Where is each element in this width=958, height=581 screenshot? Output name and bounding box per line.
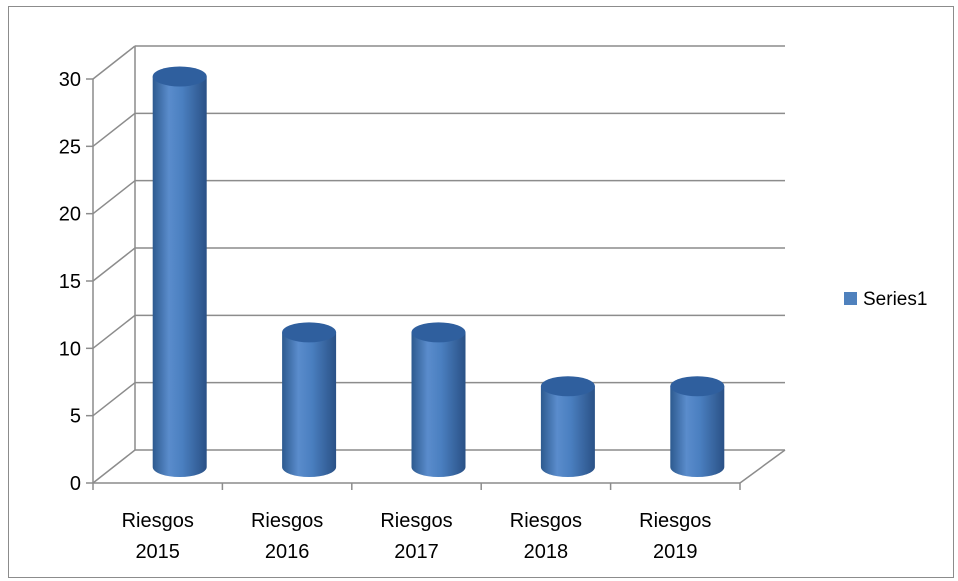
bar-cylinder bbox=[152, 66, 207, 477]
x-category-label-line: Riesgos bbox=[510, 510, 582, 532]
x-category-label-line: Riesgos bbox=[639, 510, 711, 532]
bar-cylinder bbox=[540, 376, 595, 477]
x-category-label-line: 2018 bbox=[524, 541, 569, 563]
x-category-label-line: 2017 bbox=[394, 541, 439, 563]
x-category-label-line: 2016 bbox=[265, 541, 310, 563]
x-category-label: Riesgos 2016 bbox=[251, 510, 323, 563]
bars bbox=[152, 66, 725, 477]
bar-top-cap bbox=[411, 322, 466, 343]
gridline-side bbox=[92, 382, 136, 417]
legend-label-series1: Series1 bbox=[863, 289, 927, 310]
bar-body bbox=[282, 332, 337, 477]
bar-cylinder bbox=[670, 376, 725, 477]
bar-top-cap bbox=[540, 376, 595, 397]
y-tick-label: 25 bbox=[59, 136, 81, 158]
x-category-label: Riesgos 2018 bbox=[510, 510, 582, 563]
y-tick-label: 20 bbox=[59, 204, 81, 226]
y-tick-label: 0 bbox=[70, 473, 81, 495]
y-tick-label: 10 bbox=[59, 338, 81, 360]
legend: Series1 bbox=[844, 289, 927, 310]
bar-top-cap bbox=[152, 66, 207, 87]
gridline-side bbox=[92, 180, 136, 215]
x-category-label-line: 2019 bbox=[653, 541, 698, 563]
axes bbox=[86, 46, 786, 490]
x-category-label-line: Riesgos bbox=[122, 510, 194, 532]
floor-right-edge bbox=[739, 449, 786, 484]
bar-body bbox=[540, 386, 595, 477]
bar-body bbox=[411, 332, 466, 477]
bar-cylinder bbox=[411, 322, 466, 477]
bar-body bbox=[670, 386, 725, 477]
x-category-label: Riesgos 2017 bbox=[380, 510, 452, 563]
x-category-label-line: 2015 bbox=[135, 541, 180, 563]
x-category-label-line: Riesgos bbox=[380, 510, 452, 532]
gridline-side bbox=[92, 112, 136, 147]
gridline-side bbox=[92, 45, 136, 80]
gridline-side bbox=[92, 247, 136, 282]
x-category-label: Riesgos 2015 bbox=[122, 510, 194, 563]
y-tick-label: 5 bbox=[70, 406, 81, 428]
y-tick-label: 15 bbox=[59, 271, 81, 293]
bar-body bbox=[152, 76, 207, 477]
gridline-side bbox=[92, 314, 136, 349]
bar-top-cap bbox=[282, 322, 337, 343]
legend-swatch-series1 bbox=[844, 292, 857, 305]
x-category-label-line: Riesgos bbox=[251, 510, 323, 532]
gridline-side bbox=[92, 449, 136, 484]
bar-top-cap bbox=[670, 376, 725, 397]
bar-cylinder bbox=[282, 322, 337, 477]
x-category-label: Riesgos 2019 bbox=[639, 510, 711, 563]
y-tick-label: 30 bbox=[59, 69, 81, 91]
y-axis-tick-labels: 0 5 10 15 20 25 30 bbox=[59, 69, 81, 495]
